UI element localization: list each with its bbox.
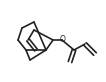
Text: O: O: [60, 35, 65, 43]
